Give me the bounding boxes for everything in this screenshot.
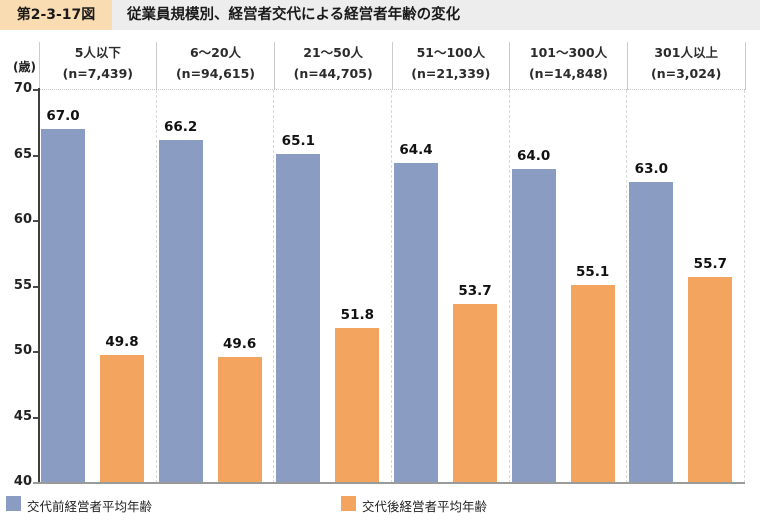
header-column-separator <box>156 42 158 90</box>
y-axis-tick-label: 65 <box>13 146 32 162</box>
bar-after-succession <box>453 303 497 483</box>
category-n-label: (n=14,848) <box>528 65 608 81</box>
header-column-separator <box>626 42 628 90</box>
header-column-separator <box>38 42 40 90</box>
bar-after-succession <box>688 277 733 483</box>
bar-before-succession <box>276 154 321 483</box>
legend-label-after: 交代後経営者平均年齢 <box>362 499 488 514</box>
header-column-separator <box>391 42 393 90</box>
plot-column-separator <box>626 90 628 483</box>
bar-value-label: 67.0 <box>46 108 80 125</box>
bar-value-label: 63.0 <box>634 160 668 177</box>
bar-value-label: 65.1 <box>281 133 315 150</box>
plot-column-separator <box>508 90 510 483</box>
category-label: 51〜100人 <box>416 45 486 60</box>
bar-before-succession <box>158 139 203 483</box>
y-axis-tick-label: 40 <box>13 474 32 489</box>
category-header: 21〜50人 (n=44,705) <box>274 42 392 89</box>
category-header: 51〜100人 (n=21,339) <box>392 42 510 89</box>
category-label: 6〜20人 <box>189 45 242 60</box>
y-axis-tick-mark <box>33 89 39 91</box>
bar-before-succession <box>511 168 556 483</box>
legend: 交代前経営者平均年齢 交代後経営者平均年齢 <box>0 492 760 520</box>
category-n-label: (n=44,705) <box>293 65 373 81</box>
y-axis-tick-label: 50 <box>13 343 32 358</box>
legend-swatch-after <box>341 496 356 511</box>
y-axis-tick-label: 55 <box>13 277 32 293</box>
legend-swatch-before <box>6 496 21 511</box>
category-n-label: (n=21,339) <box>411 65 491 81</box>
bar-value-label: 49.6 <box>223 336 257 353</box>
category-header: 301人以上 (n=3,024) <box>627 42 745 89</box>
y-axis-tick-label: 45 <box>13 408 32 424</box>
header-column-separator <box>744 42 746 90</box>
bar-before-succession <box>41 129 85 483</box>
y-axis-tick-label: 60 <box>13 212 32 227</box>
category-header: 5人以下 (n=7,439) <box>39 42 157 89</box>
bar-value-label: 53.7 <box>458 282 492 299</box>
bar-value-label: 55.7 <box>693 256 727 273</box>
bar-after-succession <box>335 328 380 483</box>
category-header: 101〜300人 (n=14,848) <box>510 42 628 89</box>
bar-after-succession <box>100 354 144 483</box>
bar-value-label: 51.8 <box>340 307 374 324</box>
bar-value-label: 64.0 <box>517 147 551 164</box>
bar-before-succession <box>629 181 674 483</box>
plot-column-separator <box>155 90 157 483</box>
category-n-label: (n=7,439) <box>62 65 133 81</box>
plot-column-separator <box>744 90 745 483</box>
x-axis-baseline <box>33 482 745 484</box>
figure-title-bar: 第2-3-17図 従業員規模別、経営者交代による経営者年齢の変化 <box>0 0 760 30</box>
y-axis-tick-mark <box>33 416 39 419</box>
y-axis-line <box>38 88 40 484</box>
legend-label-before: 交代前経営者平均年齢 <box>27 499 153 514</box>
header-column-separator <box>509 42 511 90</box>
bar-value-label: 64.4 <box>399 142 433 159</box>
category-n-label: (n=94,615) <box>175 65 255 81</box>
figure-number-label: 第2-3-17図 <box>0 0 112 30</box>
plot-column-separator <box>273 90 275 483</box>
bar-after-succession <box>217 357 262 483</box>
y-axis-unit-label: (歳) <box>13 60 36 74</box>
category-n-label: (n=3,024) <box>650 65 722 81</box>
header-column-separator <box>273 42 275 90</box>
plot-top-border <box>39 89 745 90</box>
bar-value-label: 49.8 <box>105 333 139 350</box>
category-label: 5人以下 <box>74 45 121 60</box>
y-axis-tick-mark <box>33 220 39 222</box>
bar-value-label: 55.1 <box>576 264 610 281</box>
category-label: 21〜50人 <box>303 45 364 60</box>
y-axis-tick-mark <box>33 285 39 288</box>
bar-before-succession <box>394 163 438 483</box>
category-header: 6〜20人 (n=94,615) <box>157 42 275 89</box>
y-axis-tick-mark <box>33 351 39 353</box>
category-label: 301人以上 <box>654 45 718 60</box>
figure-title: 従業員規模別、経営者交代による経営者年齢の変化 <box>127 7 461 23</box>
plot-column-separator <box>391 90 392 483</box>
bar-after-succession <box>570 285 615 483</box>
y-axis-tick-label: 70 <box>13 81 32 96</box>
y-axis-tick-mark <box>33 154 39 157</box>
category-label: 101〜300人 <box>529 45 608 60</box>
bar-value-label: 66.2 <box>164 118 198 135</box>
